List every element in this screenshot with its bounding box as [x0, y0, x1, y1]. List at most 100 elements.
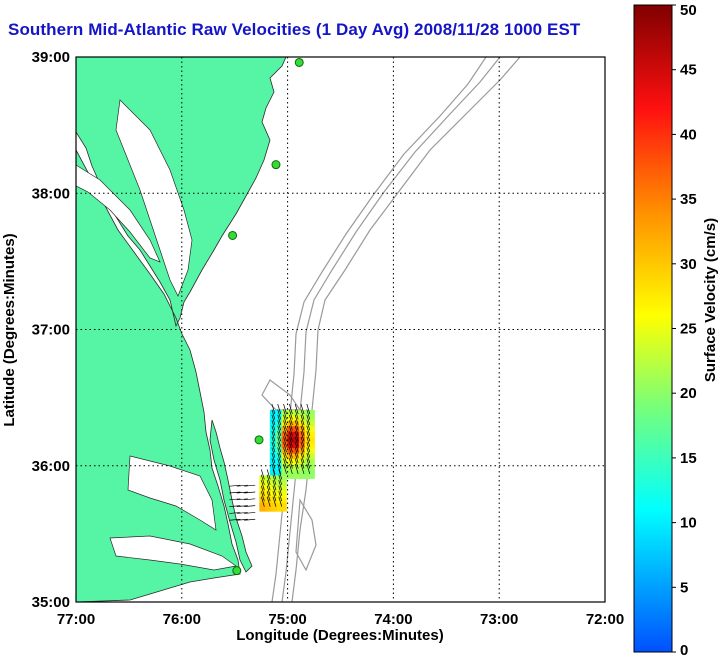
velocity-vector [283, 403, 287, 415]
velocity-cell [287, 469, 298, 479]
velocity-vector [229, 518, 241, 521]
y-tick-label: 38:00 [32, 185, 70, 202]
velocity-vector [277, 431, 282, 442]
velocity-vector [236, 491, 248, 494]
velocity-cell [269, 431, 280, 441]
velocity-cell [298, 464, 309, 474]
velocity-vector [277, 442, 282, 453]
velocity-vector [294, 409, 299, 420]
velocity-vector [294, 463, 299, 475]
velocity-vector [300, 425, 305, 436]
velocity-cell [287, 415, 298, 425]
velocity-vector [272, 491, 277, 502]
velocity-cell [276, 491, 287, 501]
velocity-vector [272, 485, 277, 496]
colorbar-tick-label: 20 [680, 385, 697, 402]
velocity-vector [272, 474, 277, 485]
velocity-vector [278, 496, 283, 507]
velocity-vector [289, 436, 293, 447]
velocity-vector [236, 512, 248, 514]
colorbar-tick-label: 40 [680, 126, 697, 143]
velocity-vector [289, 409, 293, 420]
velocity-cell [304, 464, 315, 474]
velocity-cell [270, 475, 281, 485]
velocity-vector [289, 463, 293, 475]
colorbar-tick-label: 50 [680, 2, 697, 19]
velocity-cell [269, 415, 280, 425]
velocity-cell [265, 475, 276, 485]
velocity-vector [271, 409, 276, 420]
velocity-vector [229, 512, 241, 514]
velocity-vector [266, 485, 271, 496]
velocity-vector [294, 436, 299, 447]
velocity-cell [304, 442, 315, 452]
velocity-cell [281, 442, 292, 452]
colorbar-tick-label: 25 [680, 321, 697, 338]
velocity-cell [265, 502, 276, 512]
velocity-vector [277, 452, 282, 464]
velocity-vector [236, 498, 248, 501]
velocity-cell [269, 442, 280, 452]
velocity-cell [276, 497, 287, 507]
velocity-vector [300, 414, 305, 425]
velocity-cell [265, 491, 276, 501]
velocity-cell [298, 442, 309, 452]
velocity-cell [304, 420, 315, 430]
velocity-vector [289, 458, 293, 469]
velocity-vector [294, 442, 299, 453]
velocity-vector [260, 485, 265, 496]
y-tick-label: 36:00 [32, 458, 70, 475]
colorbar-tick-label: 15 [680, 450, 697, 467]
velocity-cell [293, 442, 304, 452]
velocity-vector [260, 469, 265, 480]
velocity-vector [294, 414, 299, 425]
velocity-vector [266, 474, 271, 485]
velocity-cell [275, 442, 286, 452]
velocity-vector [277, 420, 282, 431]
velocity-vector [271, 420, 276, 431]
velocity-cell [275, 415, 286, 425]
colorbar-tick-label: 0 [680, 642, 688, 659]
colorbar-tick-label: 35 [680, 191, 697, 208]
velocity-cell [298, 469, 309, 479]
velocity-cell [287, 448, 298, 458]
radar-stations [228, 57, 304, 576]
velocity-cell [304, 448, 315, 458]
velocity-vector [277, 458, 282, 469]
velocity-vector [300, 420, 305, 431]
velocity-vector [289, 442, 293, 453]
velocity-cell [281, 453, 292, 463]
x-tick-label: 73:00 [480, 611, 518, 628]
velocity-cell [293, 469, 304, 479]
velocity-vector [289, 420, 293, 431]
velocity-vector [260, 496, 265, 507]
velocity-vector [271, 458, 276, 469]
velocity-vector [294, 458, 299, 469]
velocity-vector [229, 505, 241, 507]
velocity-cell [269, 409, 280, 419]
velocity-vector [229, 498, 241, 501]
velocity-vector [271, 442, 276, 453]
velocity-vector [300, 452, 305, 464]
velocity-vector [294, 431, 299, 442]
velocity-vector [306, 436, 311, 447]
radar-station-marker [294, 57, 304, 67]
velocity-cell [304, 453, 315, 463]
plot-frame [75, 56, 606, 603]
velocity-cell [293, 459, 304, 469]
velocity-cell [304, 431, 315, 441]
velocity-vector [229, 484, 241, 487]
velocity-cell [269, 459, 280, 469]
velocity-vector [271, 452, 276, 464]
velocity-vector [278, 474, 283, 485]
velocity-vector [271, 403, 276, 415]
velocity-cell [287, 453, 298, 463]
velocity-cell [276, 475, 287, 485]
velocity-vector [236, 505, 248, 507]
velocity-vector [277, 447, 282, 458]
water-bodies [76, 99, 237, 571]
velocity-vector [278, 485, 283, 496]
velocity-vector [294, 425, 299, 436]
velocity-cell [293, 420, 304, 430]
